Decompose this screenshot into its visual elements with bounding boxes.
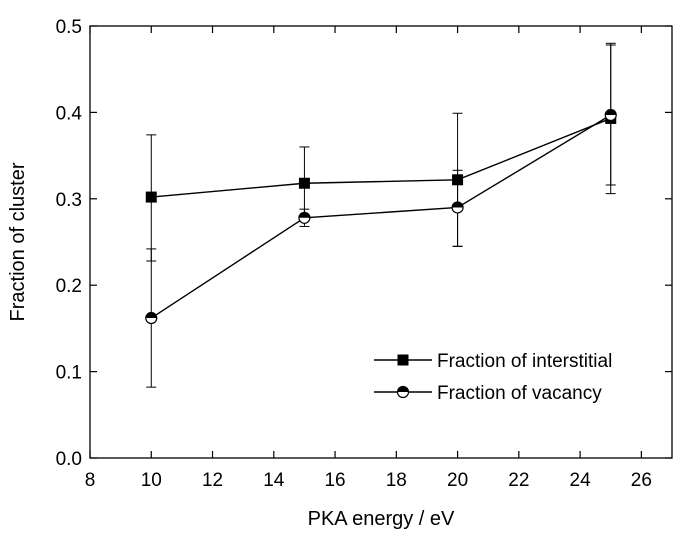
x-tick-label: 12 xyxy=(202,470,223,491)
x-tick-label: 20 xyxy=(447,470,468,491)
series-line xyxy=(151,117,611,198)
plot-area-frame xyxy=(89,25,673,459)
series-markers xyxy=(145,108,617,325)
x-tick-label: 22 xyxy=(508,470,529,491)
x-axis-title: PKA energy / eV xyxy=(308,508,455,530)
legend-label: Fraction of vacancy xyxy=(437,383,602,404)
legend-entry: Fraction of vacancy xyxy=(374,383,602,404)
marker-fill xyxy=(298,212,310,218)
marker-fill xyxy=(452,201,464,208)
data-point xyxy=(452,174,464,186)
data-point xyxy=(451,201,464,214)
marker-fill xyxy=(145,312,157,319)
y-tick-label: 0.0 xyxy=(56,449,82,470)
y-tick-label: 0.5 xyxy=(56,17,82,38)
series-line xyxy=(150,114,612,319)
marker-fill xyxy=(397,386,409,392)
x-tick-label: 10 xyxy=(141,470,162,491)
axis-ticks: 8 10 12 14 16 18 20 22 24 26 0.0 0.1 0.2 0.3 0.4 0.5 xyxy=(56,17,672,491)
data-point xyxy=(604,108,617,122)
marker-fill xyxy=(605,109,617,115)
y-tick-label: 0.3 xyxy=(56,190,82,211)
data-point xyxy=(145,191,157,203)
x-tick-label: 18 xyxy=(386,470,407,491)
error-bars xyxy=(146,42,616,388)
x-tick-label: 26 xyxy=(631,470,652,491)
legend: Fraction of interstitial Fraction of vaca… xyxy=(374,351,612,404)
x-tick-label: 24 xyxy=(570,470,592,491)
x-tick-label: 14 xyxy=(263,470,285,491)
legend-label: Fraction of interstitial xyxy=(437,351,612,372)
legend-entry: Fraction of interstitial xyxy=(374,351,612,372)
data-point xyxy=(298,211,311,224)
legend-marker xyxy=(396,385,410,399)
data-point xyxy=(298,177,310,189)
legend-marker xyxy=(397,354,409,366)
y-tick-label: 0.2 xyxy=(56,276,82,297)
x-tick-label: 16 xyxy=(324,470,345,491)
x-tick-label: 8 xyxy=(85,470,96,491)
y-tick-label: 0.4 xyxy=(56,103,83,124)
y-axis-title: Fraction of cluster xyxy=(7,162,29,321)
y-tick-label: 0.1 xyxy=(56,363,82,384)
series-lines xyxy=(150,114,612,319)
data-point xyxy=(145,311,158,325)
